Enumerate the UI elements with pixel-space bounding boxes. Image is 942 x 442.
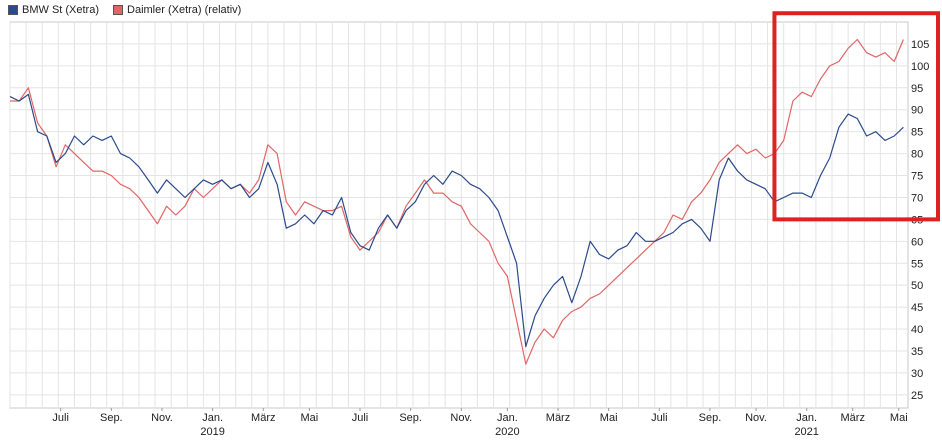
y-tick-label: 40 (911, 324, 923, 336)
x-tick-label: Jan. (796, 412, 817, 424)
x-year-label: 2019 (200, 426, 224, 438)
plot-area (9, 21, 909, 409)
y-tick-label: 55 (911, 258, 923, 270)
y-tick-label: 50 (911, 280, 923, 292)
x-tick-label: Nov. (745, 412, 767, 424)
x-tick-label: Nov. (450, 412, 472, 424)
legend-item-bmw: BMW St (Xetra) (8, 4, 99, 16)
x-year-label: 2021 (794, 426, 818, 438)
x-tick-label: Nov. (151, 412, 173, 424)
legend-item-daimler: Daimler (Xetra) (relativ) (113, 4, 241, 16)
y-tick-label: 85 (911, 127, 923, 139)
x-tick-label: Juli (352, 412, 369, 424)
x-tick-label: Mai (600, 412, 618, 424)
x-tick-label: Juli (651, 412, 668, 424)
x-tick-label: Sep. (399, 412, 422, 424)
y-tick-label: 80 (911, 149, 923, 161)
y-tick-label: 45 (911, 302, 923, 314)
x-tick-label: Jan. (202, 412, 223, 424)
x-tick-label: Sep. (699, 412, 722, 424)
legend-swatch-daimler (113, 5, 124, 15)
x-tick-label: Juli (52, 412, 69, 424)
y-tick-label: 35 (911, 346, 923, 358)
y-tick-label: 95 (911, 83, 923, 95)
x-tick-label: März (251, 412, 275, 424)
x-year-label: 2020 (495, 426, 519, 438)
y-tick-label: 100 (911, 61, 929, 73)
series-line-daimler (10, 38, 904, 365)
legend-label-bmw: BMW St (Xetra) (22, 4, 100, 16)
y-tick-label: 105 (911, 39, 929, 51)
x-tick-label: Mai (300, 412, 318, 424)
x-tick-label: März (841, 412, 865, 424)
series-line-bmw (9, 93, 904, 348)
legend-label-daimler: Daimler (Xetra) (relativ) (127, 4, 242, 16)
legend: BMW St (Xetra) Daimler (Xetra) (relativ) (8, 4, 241, 16)
x-tick-label: Jan. (497, 412, 518, 424)
highlight-box (772, 11, 941, 222)
y-tick-label: 90 (911, 105, 923, 117)
x-tick-label: Sep. (100, 412, 123, 424)
y-tick-label: 75 (911, 171, 923, 183)
y-tick-label: 60 (911, 236, 923, 248)
x-tick-label: Mai (890, 412, 908, 424)
y-tick-label: 25 (911, 390, 923, 402)
y-tick-label: 30 (911, 368, 923, 380)
legend-swatch-bmw (8, 5, 18, 15)
x-tick-label: März (546, 412, 570, 424)
y-tick-label: 70 (911, 192, 923, 204)
